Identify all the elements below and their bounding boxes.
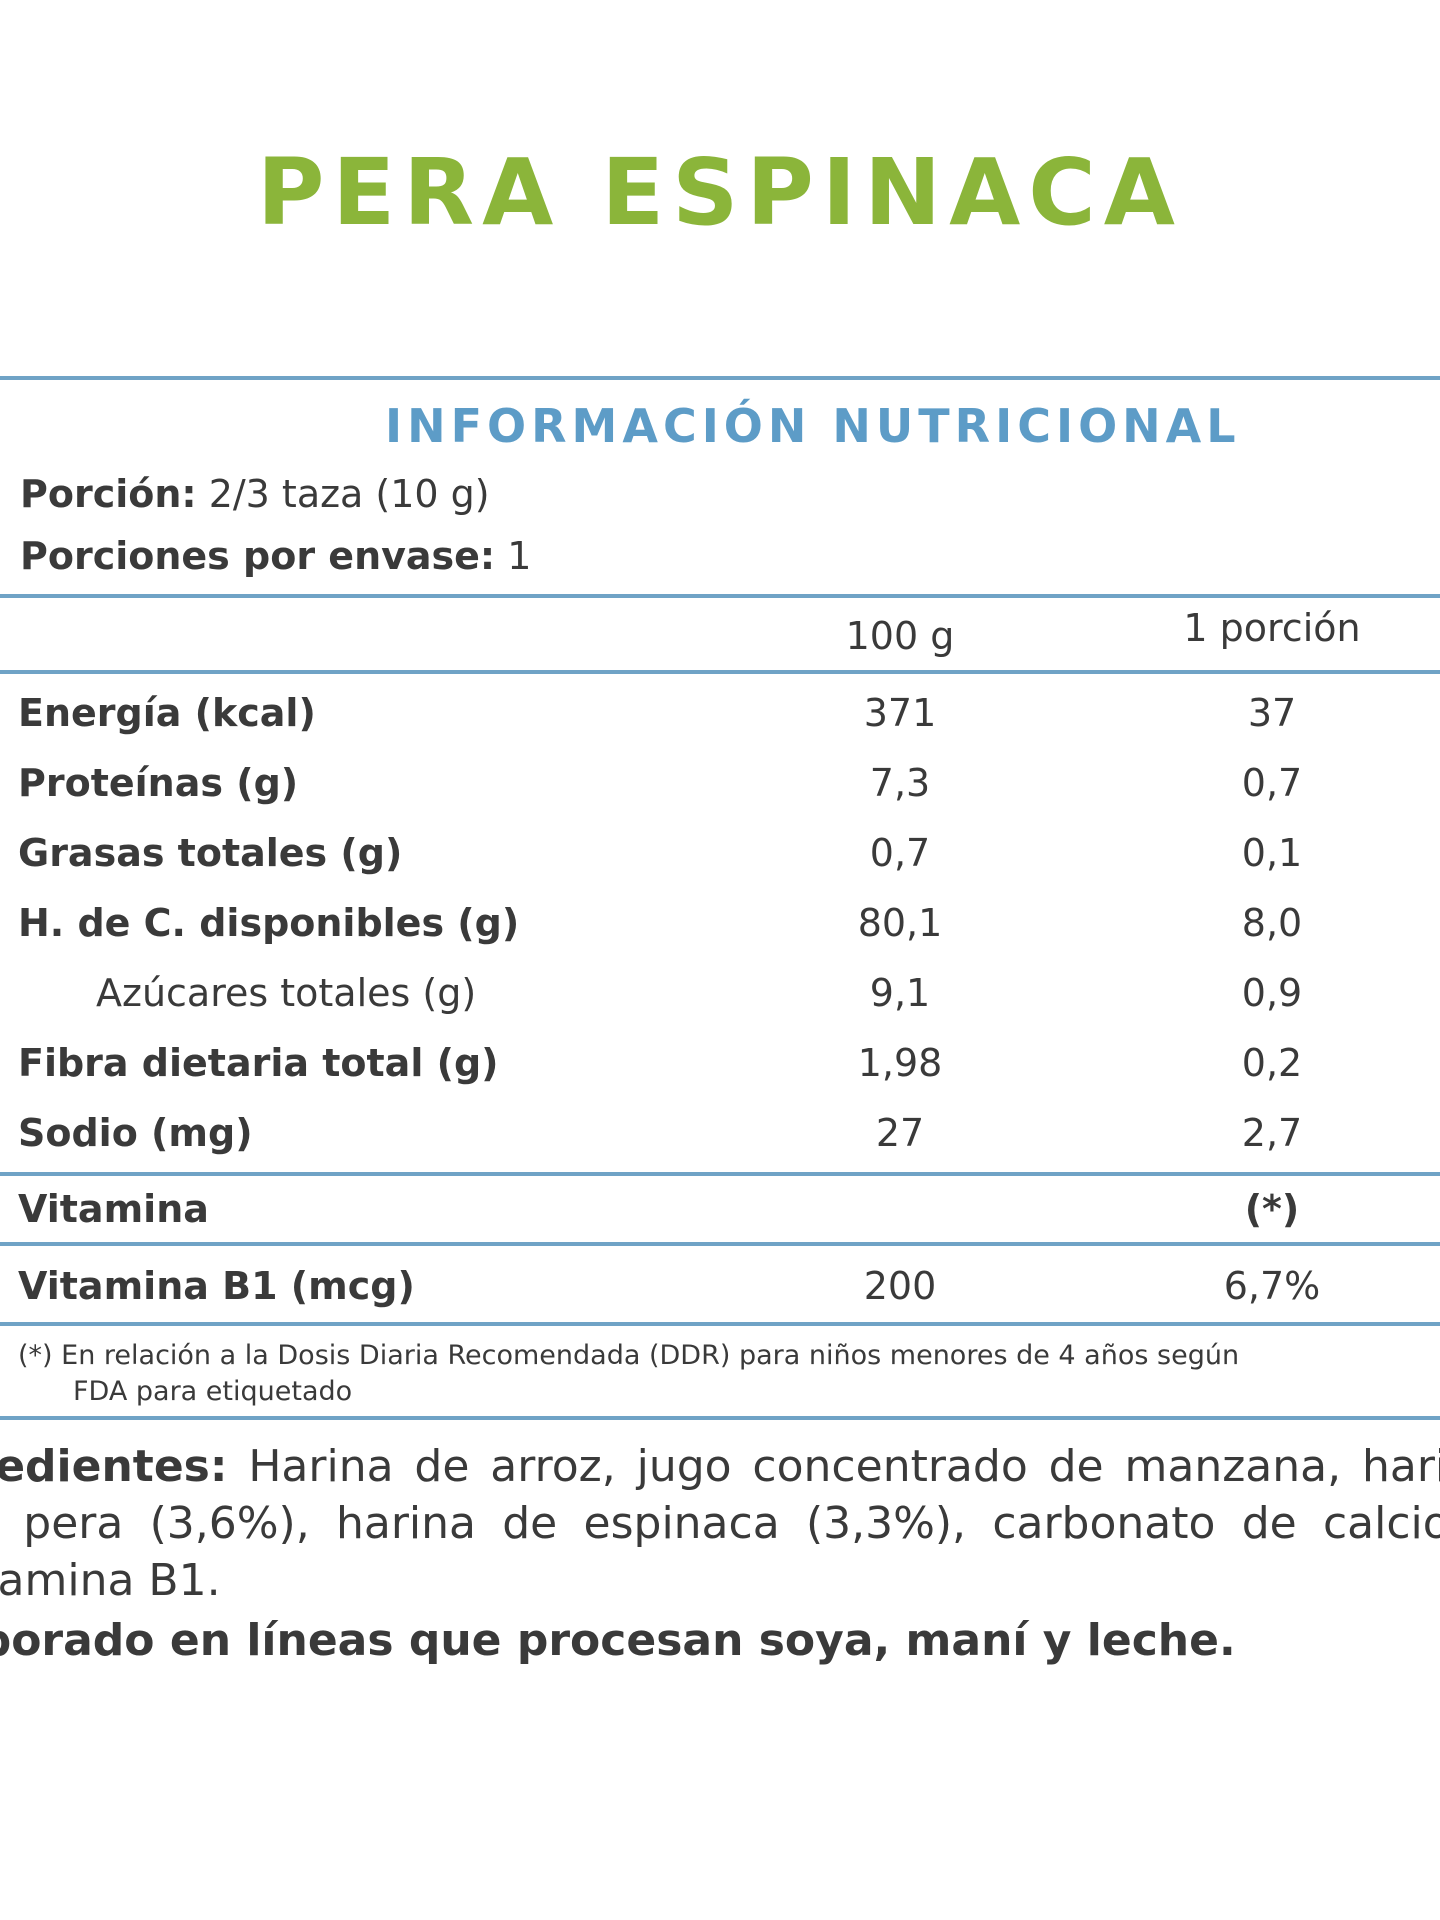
footnote: (*) En relación a la Dosis Diaria Recome… <box>18 1338 1418 1410</box>
divider-vitamin-rows <box>0 1242 1440 1246</box>
vitamin-label: Vitamina B1 (mcg) <box>18 1264 415 1308</box>
serving-size: Porción: 2/3 taza (10 g) <box>20 470 490 518</box>
nutrient-label: Proteínas (g) <box>18 761 299 805</box>
nutrient-row-fat: Grasas totales (g) 0,7 0,1 <box>0 818 1440 888</box>
vitamin-value-portion: 6,7% <box>1223 1264 1321 1308</box>
servings-value: 1 <box>495 534 532 578</box>
nutrition-heading: INFORMACIÓN NUTRICIONAL <box>385 399 1241 453</box>
nutrient-row-carbs: H. de C. disponibles (g) 80,1 8,0 <box>0 888 1440 958</box>
nutrient-value-portion: 0,1 <box>1241 831 1303 875</box>
column-header-portion: 1 porción <box>1183 606 1361 650</box>
nutrient-value-100g: 9,1 <box>869 971 931 1015</box>
nutrient-label: Grasas totales (g) <box>18 831 403 875</box>
servings-per-container: Porciones por envase: 1 <box>20 532 531 580</box>
nutrient-label: Fibra dietaria total (g) <box>18 1041 499 1085</box>
divider-header <box>0 670 1440 674</box>
nutrient-value-portion: 2,7 <box>1241 1111 1303 1155</box>
vitamin-header-label: Vitamina <box>18 1187 209 1231</box>
nutrient-value-portion: 0,2 <box>1241 1041 1303 1085</box>
vitamin-row-b1: Vitamina B1 (mcg) 200 6,7% <box>0 1250 1440 1322</box>
serving-value: 2/3 taza (10 g) <box>196 472 490 516</box>
nutrient-label: H. de C. disponibles (g) <box>18 901 520 945</box>
servings-label: Porciones por envase: <box>20 534 496 578</box>
vitamin-header-marker: (*) <box>1244 1187 1300 1231</box>
nutrient-value-100g: 371 <box>863 691 937 735</box>
nutrient-row-fiber: Fibra dietaria total (g) 1,98 0,2 <box>0 1028 1440 1098</box>
nutrient-row-sugars: Azúcares totales (g) 9,1 0,9 <box>0 958 1440 1028</box>
nutrient-value-100g: 27 <box>875 1111 925 1155</box>
product-title: PERA ESPINACA <box>256 139 1184 246</box>
nutrient-value-100g: 7,3 <box>869 761 931 805</box>
nutrient-value-100g: 80,1 <box>857 901 943 945</box>
vitamin-value-100g: 200 <box>863 1264 937 1308</box>
nutrient-value-100g: 1,98 <box>857 1041 943 1085</box>
footnote-line-2: FDA para etiquetado <box>73 1376 353 1407</box>
nutrient-value-portion: 37 <box>1247 691 1297 735</box>
serving-label: Porción: <box>20 472 197 516</box>
nutrient-row-sodium: Sodio (mg) 27 2,7 <box>0 1098 1440 1168</box>
divider-serving <box>0 594 1440 598</box>
nutrient-value-portion: 0,7 <box>1241 761 1303 805</box>
divider-vitamin <box>0 1172 1440 1176</box>
nutrient-label: Energía (kcal) <box>18 691 316 735</box>
nutrition-panel <box>0 376 1440 1420</box>
footnote-line-1: (*) En relación a la Dosis Diaria Recome… <box>18 1340 1240 1371</box>
vitamin-header-row: Vitamina (*) <box>0 1176 1440 1242</box>
nutrient-value-portion: 0,9 <box>1241 971 1303 1015</box>
allergen-statement: aborado en líneas que procesan soya, man… <box>0 1615 1236 1666</box>
nutrient-row-protein: Proteínas (g) 7,3 0,7 <box>0 748 1440 818</box>
column-header-100g: 100 g <box>845 614 955 658</box>
nutrient-label: Sodio (mg) <box>18 1111 253 1155</box>
nutrient-row-energy: Energía (kcal) 371 37 <box>0 678 1440 748</box>
ingredients-label: gredientes: <box>0 1441 228 1492</box>
ingredients-text: gredientes: Harina de arroz, jugo concen… <box>0 1438 1440 1609</box>
divider-footnote <box>0 1322 1440 1326</box>
nutrient-value-100g: 0,7 <box>869 831 931 875</box>
nutrient-value-portion: 8,0 <box>1241 901 1303 945</box>
nutrient-label: Azúcares totales (g) <box>96 971 477 1015</box>
ingredients-list: Harina de arroz, jugo concentrado de man… <box>0 1441 1440 1606</box>
